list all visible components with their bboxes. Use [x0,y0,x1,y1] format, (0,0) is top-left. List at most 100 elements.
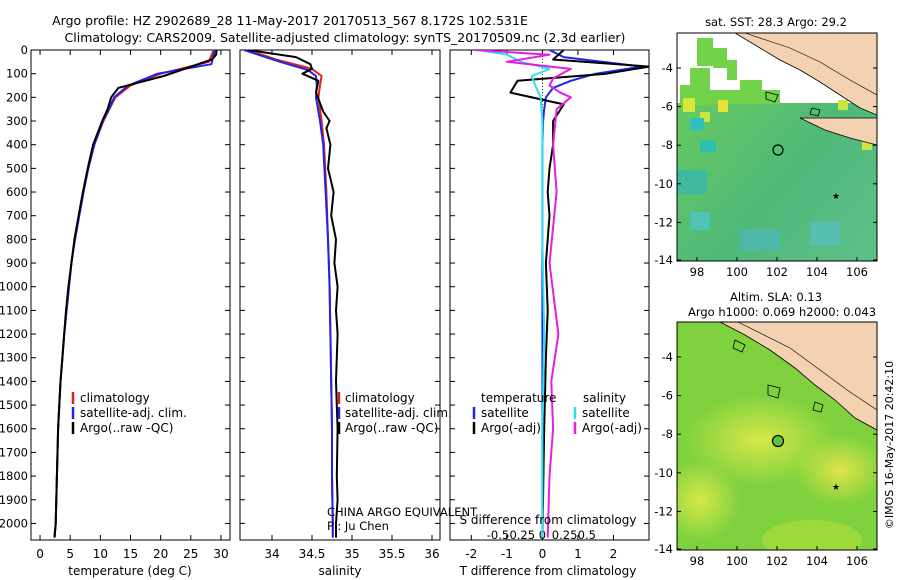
series-line-argo-raw-qc- [53,50,218,538]
legend-label-t-argo: Argo(-adj) [481,421,541,435]
y-tick-label: 1000 [0,280,28,294]
y-tick-label: 1200 [0,327,28,341]
legend-label-t-satellite: satellite [481,406,529,420]
series-line-salinity-satellite [478,50,551,538]
y-tick-label: 100 [6,67,28,81]
y-tick-label: 200 [6,90,28,104]
x-tick-label: 35.5 [379,547,406,561]
temperature-x-axis: 0 5 10 15 20 25 30 [36,50,229,561]
sst-argo-position-marker [772,144,784,156]
map-y-tick-label: -10 [654,177,673,191]
y-tick-label: 400 [6,138,28,152]
map-y-tick-label: -4 [662,61,673,75]
map-y-tick-label: -6 [662,389,673,403]
s-diff-tick-label: -0.5 [487,528,509,542]
float-owner-annotation: CHINA ARGO EQUIVALENT [327,505,478,519]
s-diff-tick-label: -0.25 [505,528,535,542]
difference-series [474,50,649,538]
y-tick-label: 600 [6,185,28,199]
x-tick-label: 1 [574,547,582,561]
difference-legend: temperature salinity satellite Argo(-adj… [472,391,642,435]
map-y-tick-label: -8 [662,427,673,441]
legend-label-argo: Argo(..raw -QC) [345,421,438,435]
map-x-tick-label: 100 [726,265,748,279]
sst-map-axes: 98 100 102 104 106 -4 -6 -8 -10 -12 -14 [654,61,877,279]
map-y-tick-label: -8 [662,138,673,152]
x-tick-label: 34.5 [299,547,326,561]
sst-land-masses [734,33,877,146]
map-x-tick-label: 104 [806,265,828,279]
x-tick-label: 15 [123,547,138,561]
salinity-legend: climatology satellite-adj. clim. Argo(..… [327,391,478,533]
sla-high-anomaly-southwest [677,460,740,540]
salinity-plot-frame [239,49,441,541]
series-line-temperature-argo-adj- [509,50,649,538]
imos-credit: ©IMOS 16-May-2017 20:42:10 [883,361,896,529]
y-tick-label: 500 [6,161,28,175]
sst-map-title: sat. SST: 28.3 Argo: 29.2 [705,15,847,29]
x-tick-label: 5 [66,547,74,561]
sst-float-star-icon: ★ [832,192,840,202]
sst-map: ★ [677,33,877,261]
temperature-plot-frame [30,49,231,541]
y-tick-label: 0 [21,43,28,57]
series-line-temperature-satellite [541,50,643,538]
legend-label-s-satellite: satellite [582,406,630,420]
map-x-tick-label: 106 [846,554,868,568]
sla-map-axes: 98 100 102 104 106 -4 -6 -8 -10 -12 -14 [654,350,877,568]
x-tick-label: 2 [610,547,618,561]
x-tick-label: 36 [424,547,439,561]
map-y-tick-label: -6 [662,100,673,114]
legend-label-s-argo: Argo(-adj) [582,421,642,435]
y-tick-label: 1800 [0,469,28,483]
y-tick-label: 1100 [0,303,28,317]
series-line-salinity-argo-adj- [474,50,572,538]
x-tick-label: 30 [213,547,228,561]
map-y-tick-label: -14 [654,253,673,267]
y-tick-label: 1700 [0,445,28,459]
y-tick-label: 1600 [0,422,28,436]
series-line-climatology [53,50,215,538]
series-line-argo-raw-qc- [247,50,339,538]
t-difference-x-axis: -2 -1 0 1 2 [465,50,617,561]
legend-label-satellite: satellite-adj. clim. [345,406,452,420]
map-y-tick-label: -14 [654,542,673,556]
map-x-tick-label: 102 [766,265,788,279]
map-x-tick-label: 104 [806,554,828,568]
legend-title-temperature: temperature [481,391,556,405]
sla-land-masses [719,322,877,431]
y-tick-label: 1300 [0,351,28,365]
x-tick-label: -2 [465,547,477,561]
x-tick-label: 35 [344,547,359,561]
pi-annotation: PI: Ju Chen [327,519,389,533]
salinity-series [243,50,339,538]
salinity-x-axis: 34 34.5 35 35.5 36 [264,50,440,561]
series-line-satellite-adj-clim- [243,50,334,538]
legend-label-climatology: climatology [345,391,415,405]
map-y-tick-label: -4 [662,350,673,364]
legend-title-salinity: salinity [583,391,626,405]
x-tick-label: 25 [183,547,198,561]
map-x-tick-label: 98 [690,265,705,279]
salinity-axis-label: salinity [318,564,361,578]
sla-map-title-line1: Altim. SLA: 0.13 [730,290,822,304]
t-difference-axis-label: T difference from climatology [459,564,637,578]
figure-title-line2: Climatology: CARS2009. Satellite-adjuste… [65,30,626,45]
s-difference-x-axis: -0.5-0.25 0 0.25 0.5 [487,528,596,542]
s-difference-axis-label: S difference from climatology [460,513,637,527]
temperature-axis-label: temperature (deg C) [68,564,191,578]
map-x-tick-label: 106 [846,265,868,279]
temperature-series [53,50,218,538]
x-tick-label: 34 [264,547,279,561]
temperature-legend: climatology satellite-adj. clim. Argo(..… [71,391,187,435]
series-line-satellite-adj-clim- [53,50,216,538]
sla-map-title-line2: Argo h1000: 0.069 h2000: 0.043 [688,305,876,319]
sst-cool-patches [677,118,840,250]
map-y-tick-label: -10 [654,466,673,480]
legend-label-satellite: satellite-adj. clim. [80,406,187,420]
y-tick-label: 900 [6,256,28,270]
y-tick-label: 1400 [0,374,28,388]
sla-float-star-icon: ★ [832,483,840,493]
x-tick-label: 0 [36,547,44,561]
